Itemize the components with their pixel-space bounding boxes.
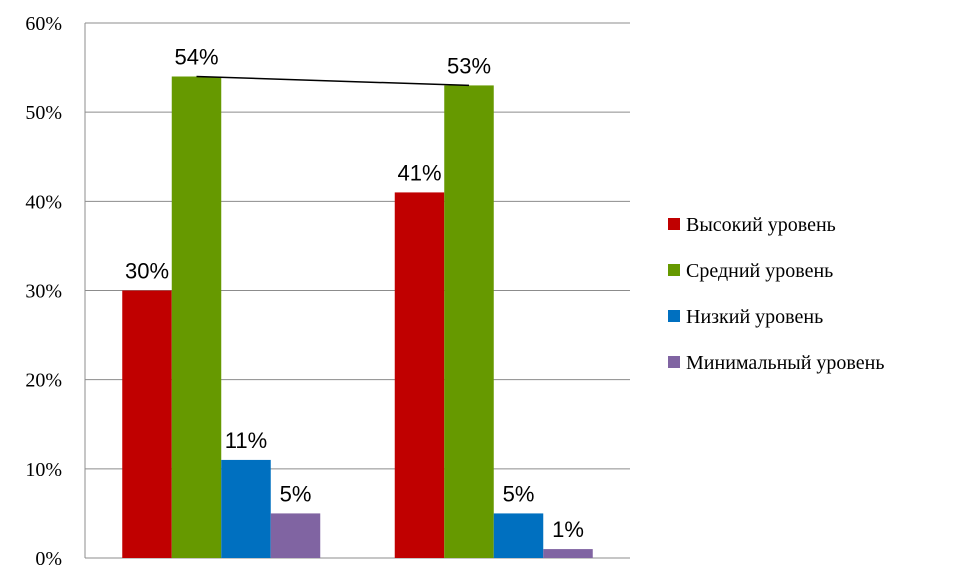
y-tick-label: 40% [25, 191, 62, 213]
connector-line [196, 75, 470, 87]
data-label: 30% [125, 259, 169, 284]
legend-swatch [668, 264, 680, 276]
bar [394, 192, 445, 558]
annotations [196, 75, 470, 87]
y-tick-label: 50% [25, 102, 62, 124]
y-tick-label: 30% [25, 281, 62, 303]
legend-swatch [668, 310, 680, 322]
bar [493, 513, 544, 558]
data-labels: 30% 41% 54% 53% 11% 5% 5% 1% [125, 45, 584, 543]
legend-label: Высокий уровень [686, 214, 836, 236]
data-label: 5% [503, 481, 535, 506]
y-tick-label: 60% [25, 13, 62, 35]
bar [171, 76, 222, 558]
data-label: 11% [225, 428, 267, 453]
bar [122, 290, 172, 558]
data-label: 54% [174, 45, 218, 70]
bar [270, 513, 321, 558]
legend-swatch [668, 356, 680, 368]
y-tick-label: 0% [35, 548, 62, 569]
y-tick-label: 20% [25, 370, 62, 392]
bar [543, 549, 593, 558]
legend-label: Средний уровень [686, 260, 833, 282]
bars [122, 76, 593, 559]
legend-label: Минимальный уровень [686, 352, 884, 374]
y-axis-ticks: 0% 10% 20% 30% 40% 50% 60% [25, 13, 62, 569]
y-tick-label: 10% [25, 459, 62, 481]
data-label: 1% [552, 517, 584, 542]
data-label: 41% [397, 160, 441, 185]
legend-swatch [668, 218, 680, 230]
bar [444, 85, 494, 559]
legend-label: Низкий уровень [686, 306, 823, 328]
legend: Высокий уровень Средний уровень Низкий уро… [668, 214, 884, 374]
bar [221, 459, 271, 558]
data-label: 5% [280, 481, 312, 506]
data-label: 53% [447, 53, 491, 78]
